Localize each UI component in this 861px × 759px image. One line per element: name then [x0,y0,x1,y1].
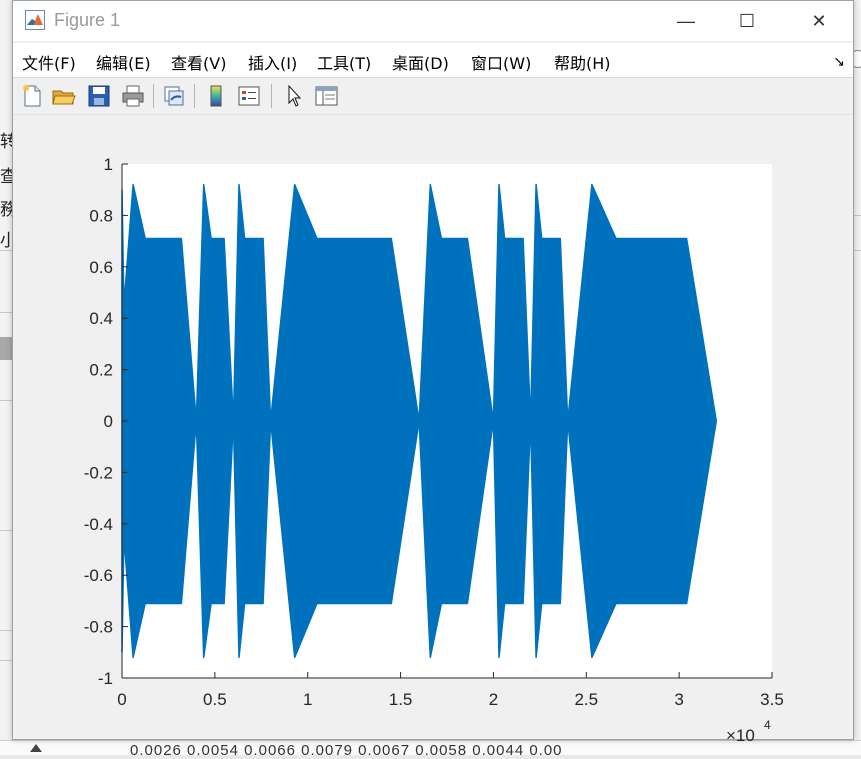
background-divider [853,215,861,216]
toolbar-separator [271,84,272,108]
title-bar[interactable]: Figure 1 — ☐ ✕ [13,1,853,41]
background-divider [0,530,14,531]
print-icon[interactable] [120,83,146,109]
background-divider [0,250,14,251]
background-divider [0,630,14,631]
y-tick-label: 0 [104,412,113,431]
background-text: 務 [0,200,14,220]
y-tick-label: -1 [98,669,113,688]
background-divider [0,660,14,661]
y-tick-label: 0.8 [89,206,113,225]
menu-edit[interactable]: 编辑(E) [96,54,151,73]
menu-desktop[interactable]: 桌面(D) [392,54,449,73]
open-file-icon[interactable] [51,83,77,109]
background-text: 小 [0,231,14,251]
x-tick-label: 2 [489,690,498,709]
y-tick-label: -0.4 [84,515,113,534]
y-tick-label: 0.4 [89,309,113,328]
y-tick-label: -0.8 [84,618,113,637]
background-text: 查 [0,167,14,187]
x-tick-label: 2.5 [574,690,598,709]
window-title: Figure 1 [54,10,121,30]
dock-arrow-icon[interactable]: ↘ [833,53,845,69]
x-tick-label: 3 [674,690,683,709]
menu-bar: 文件(F) 编辑(E) 查看(V) 插入(I) 工具(T) 桌面(D) 窗口(W… [13,43,853,78]
save-icon[interactable] [86,83,112,109]
x-exponent-power: 4 [764,718,771,732]
menu-help[interactable]: 帮助(H) [554,54,611,73]
new-figure-icon[interactable] [19,83,45,109]
toolbar [13,78,853,115]
x-exponent-label: ×10 [726,726,755,745]
matlab-logo-icon [25,10,45,30]
x-tick-label: 0.5 [203,690,227,709]
y-tick-label: -0.6 [84,566,113,585]
insert-legend-icon[interactable] [236,83,262,109]
series-0-signal-area [121,183,718,659]
toolbar-separator [153,84,154,108]
y-tick-label: 0.6 [89,258,113,277]
menu-tools[interactable]: 工具(T) [317,54,372,73]
background-divider [0,312,14,313]
background-divider [0,400,14,401]
x-tick-label: 1.5 [389,690,413,709]
y-tick-label: -0.2 [84,463,113,482]
menu-view[interactable]: 查看(V) [171,54,227,73]
menu-window[interactable]: 窗口(W) [471,54,532,73]
minimize-button[interactable]: — [677,10,695,31]
menu-insert[interactable]: 插入(I) [248,54,298,73]
insert-colorbar-icon[interactable] [203,83,229,109]
maximize-button[interactable]: ☐ [738,10,756,31]
background-selected-row [0,337,14,360]
close-button[interactable]: ✕ [811,10,827,31]
x-tick-label: 3.5 [760,690,784,709]
y-tick-label: 1 [104,155,113,174]
x-tick-label: 1 [303,690,312,709]
edit-plot-arrow-icon[interactable] [281,83,307,109]
background-divider [853,250,861,251]
background-text: 转 [0,132,14,152]
toolbar-separator [194,84,195,108]
menu-file[interactable]: 文件(F) [22,54,76,73]
background-arrow-icon [30,744,42,752]
x-tick-label: 0 [117,690,126,709]
y-tick-label: 0.2 [89,361,113,380]
property-inspector-icon[interactable] [313,83,339,109]
link-plot-icon[interactable] [161,83,187,109]
background-status-row [0,740,861,755]
